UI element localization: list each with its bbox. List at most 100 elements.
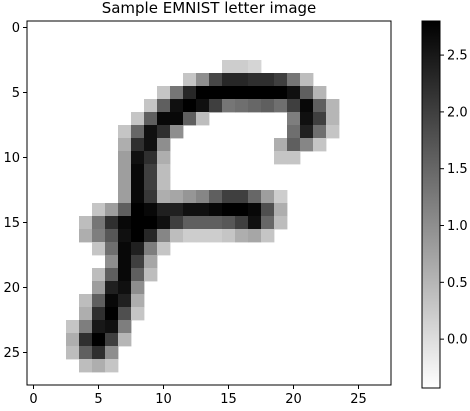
- pixel-cell: [118, 255, 132, 269]
- colorbar-tick-label: 2.0: [447, 105, 468, 120]
- pixel-cell: [209, 216, 223, 230]
- pixel-cell: [170, 190, 184, 204]
- pixel-cell: [157, 151, 171, 165]
- pixel-cell: [118, 138, 132, 152]
- pixel-cell: [235, 60, 249, 74]
- pixel-cell: [170, 99, 184, 113]
- pixel-cell: [66, 333, 80, 347]
- pixel-cell: [196, 73, 210, 87]
- pixel-cell: [144, 164, 158, 178]
- pixel-cell: [287, 99, 301, 113]
- pixel-cell: [131, 281, 145, 295]
- y-tick-label: 15: [3, 216, 20, 231]
- pixel-cell: [144, 138, 158, 152]
- pixel-cell: [144, 125, 158, 139]
- pixel-cell: [248, 216, 262, 230]
- pixel-cell: [274, 99, 288, 113]
- pixel-cell: [92, 281, 106, 295]
- pixel-cell: [105, 229, 119, 243]
- colorbar-tick-label: 1.5: [447, 162, 468, 177]
- pixel-cell: [105, 216, 119, 230]
- pixel-cell: [118, 151, 132, 165]
- pixel-cell: [222, 229, 236, 243]
- pixel-cell: [287, 86, 301, 100]
- pixel-cell: [313, 125, 327, 139]
- pixel-cell: [157, 99, 171, 113]
- pixel-cell: [92, 268, 106, 282]
- pixel-cell: [157, 229, 171, 243]
- pixel-cell: [313, 99, 327, 113]
- pixel-cell: [274, 86, 288, 100]
- pixel-cell: [196, 112, 210, 126]
- pixel-cell: [196, 86, 210, 100]
- pixel-cell: [235, 203, 249, 217]
- pixel-cell: [144, 99, 158, 113]
- pixel-cell: [196, 99, 210, 113]
- pixel-cell: [105, 320, 119, 334]
- pixel-cell: [144, 112, 158, 126]
- pixel-cell: [170, 125, 184, 139]
- pixel-cell: [183, 86, 197, 100]
- y-axis: 0 5 10 15 20 25: [3, 21, 27, 361]
- pixel-cell: [235, 86, 249, 100]
- pixel-cell: [118, 216, 132, 230]
- colorbar-frame: [421, 20, 441, 389]
- y-tick-label: 25: [3, 346, 20, 361]
- pixel-cell: [196, 190, 210, 204]
- pixel-cell: [235, 99, 249, 113]
- pixel-cell: [105, 242, 119, 256]
- x-tick-label: 0: [29, 392, 37, 407]
- colorbar-tick-label: 0.0: [447, 333, 468, 348]
- pixel-cell: [222, 60, 236, 74]
- colorbar-axis: 0.0 0.5 1.0 1.5 2.0 2.5: [440, 49, 468, 348]
- pixel-cell: [248, 60, 262, 74]
- pixel-cell: [118, 203, 132, 217]
- pixel-cell: [105, 346, 119, 360]
- pixel-cell: [326, 112, 340, 126]
- pixel-cell: [170, 216, 184, 230]
- pixel-cell: [300, 112, 314, 126]
- pixel-cell: [274, 138, 288, 152]
- pixel-cell: [183, 112, 197, 126]
- pixel-cell: [261, 190, 275, 204]
- pixel-cell: [157, 125, 171, 139]
- pixel-cell: [248, 86, 262, 100]
- pixel-cell: [92, 242, 106, 256]
- pixel-cell: [131, 294, 145, 308]
- pixel-cell: [209, 190, 223, 204]
- colorbar-gradient: [422, 21, 440, 388]
- pixel-cell: [131, 112, 145, 126]
- pixel-cell: [235, 190, 249, 204]
- pixel-cell: [105, 294, 119, 308]
- pixel-cell: [105, 268, 119, 282]
- plot-frame: [26, 20, 392, 386]
- pixel-cell: [157, 138, 171, 152]
- pixel-cell: [118, 268, 132, 282]
- pixel-cell: [131, 307, 145, 321]
- pixel-cell: [287, 138, 301, 152]
- pixel-cell: [287, 73, 301, 87]
- pixel-cell: [118, 281, 132, 295]
- pixel-cell: [144, 177, 158, 191]
- x-axis: 0 5 10 15 20 25: [29, 385, 367, 407]
- pixel-cell: [157, 203, 171, 217]
- pixel-cell: [248, 229, 262, 243]
- pixel-cell: [196, 203, 210, 217]
- pixel-cell: [118, 333, 132, 347]
- pixel-cell: [209, 203, 223, 217]
- pixel-cell: [66, 320, 80, 334]
- x-tick-label: 10: [155, 392, 172, 407]
- pixel-cell: [261, 203, 275, 217]
- pixel-cell: [79, 307, 93, 321]
- pixel-cell: [92, 346, 106, 360]
- pixel-cell: [118, 190, 132, 204]
- pixel-cell: [79, 294, 93, 308]
- pixel-cell: [326, 125, 340, 139]
- pixel-cell: [79, 216, 93, 230]
- pixel-cell: [92, 294, 106, 308]
- pixel-cell: [222, 73, 236, 87]
- pixel-cell: [118, 177, 132, 191]
- x-tick-label: 15: [220, 392, 237, 407]
- pixel-cell: [300, 73, 314, 87]
